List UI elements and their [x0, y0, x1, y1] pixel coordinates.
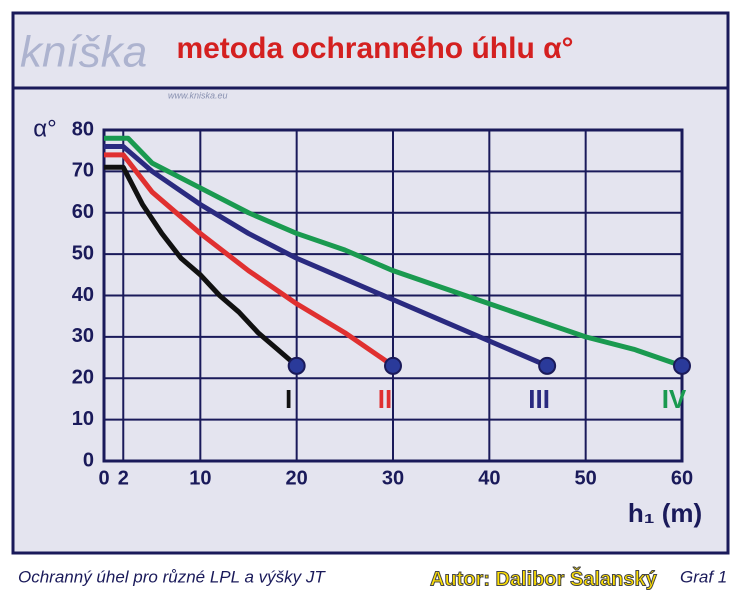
y-tick-label: 50 [72, 242, 94, 264]
caption: Ochranný úhel pro různé LPL a výšky JT [18, 567, 326, 586]
series-label: III [528, 384, 550, 414]
series-line [104, 164, 299, 368]
chart-title: metoda ochranného úhlu α° [176, 32, 573, 65]
y-tick-label: 70 [72, 160, 94, 182]
y-axis-label: α° [33, 115, 56, 142]
y-tick-label: 80 [72, 118, 94, 140]
y-tick-label: 0 [83, 449, 94, 471]
end-marker [384, 356, 402, 375]
x-tick-label: 30 [382, 467, 404, 489]
y-tick-label: 30 [72, 325, 94, 347]
series-line [104, 135, 683, 369]
x-tick-label: 40 [478, 467, 500, 489]
series-label: I [285, 384, 292, 414]
x-tick-label: 50 [575, 467, 597, 489]
y-tick-label: 10 [72, 408, 94, 430]
x-tick-label: 0 [98, 467, 109, 489]
x-tick-label: 20 [286, 467, 308, 489]
end-marker [538, 356, 557, 375]
series-line [104, 144, 549, 369]
plot-border [102, 128, 684, 463]
end-marker [673, 356, 691, 375]
x-tick-label: 10 [189, 467, 211, 489]
y-tick-label: 60 [72, 201, 94, 223]
end-marker [287, 356, 306, 375]
y-tick-label: 20 [72, 367, 94, 389]
series-line [104, 152, 395, 368]
figure-label: Graf 1 [680, 567, 727, 586]
y-tick-label: 40 [72, 284, 94, 306]
x-tick-label: 60 [671, 467, 693, 489]
series-label: IV [662, 384, 687, 414]
logo-url: www.kniska.eu [168, 90, 228, 100]
x-axis-label: h₁ (m) [628, 498, 702, 528]
logo: kníška [20, 28, 147, 77]
series-label: II [378, 384, 392, 414]
author: Autor: Dalibor Šalanský [430, 566, 658, 590]
frame [11, 11, 730, 555]
x-tick-label: 2 [118, 467, 129, 489]
